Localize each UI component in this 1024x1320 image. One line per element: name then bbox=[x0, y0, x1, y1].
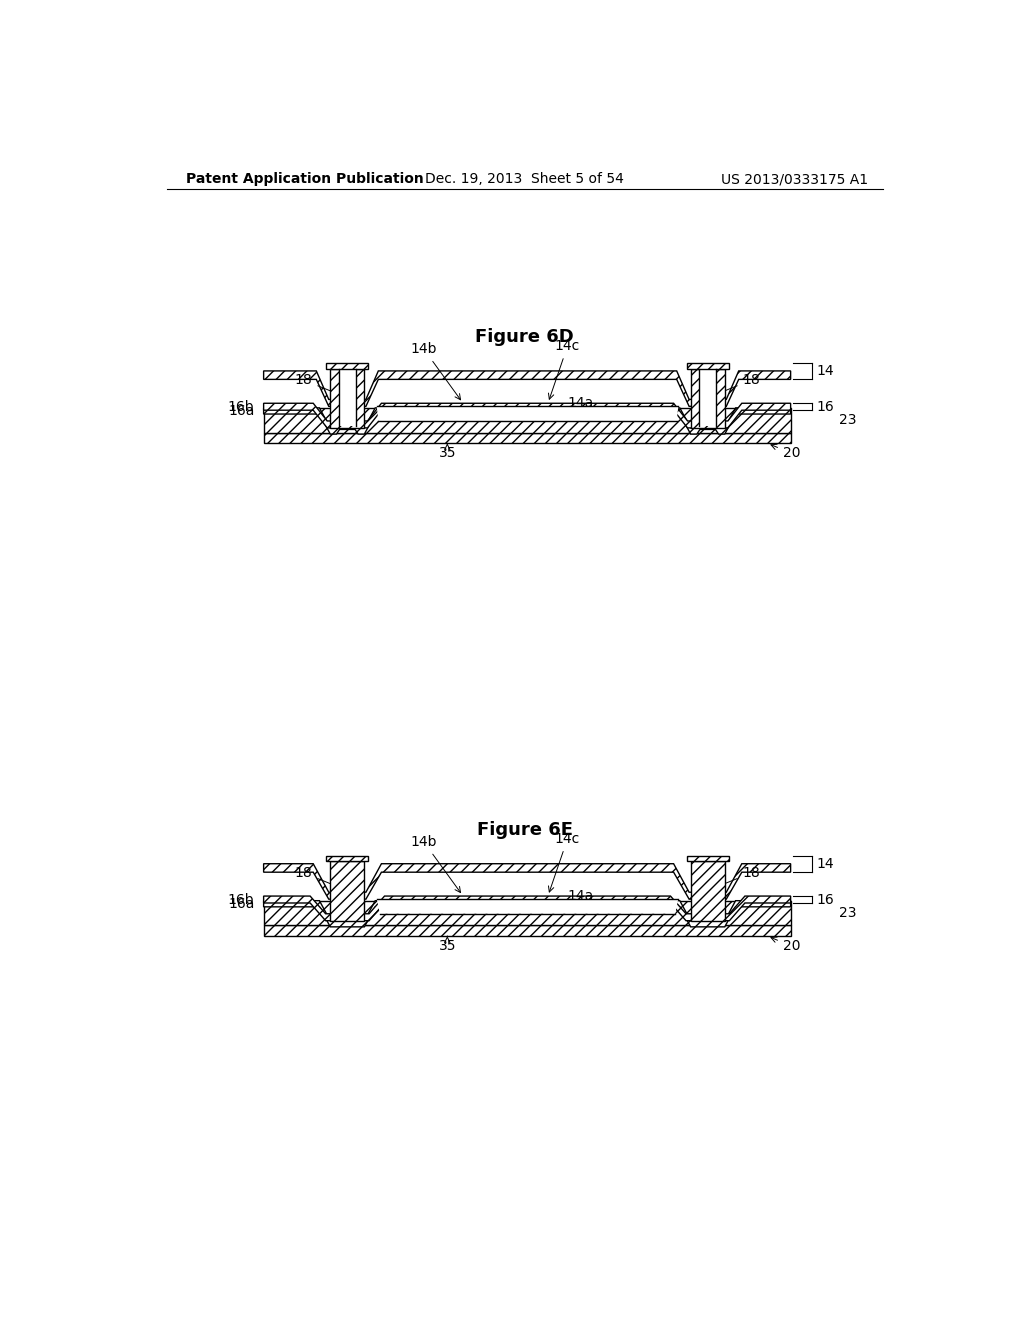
Text: 16b: 16b bbox=[227, 892, 254, 907]
Polygon shape bbox=[327, 857, 369, 862]
Polygon shape bbox=[690, 368, 725, 428]
Text: 19: 19 bbox=[485, 407, 503, 421]
Polygon shape bbox=[263, 896, 791, 921]
Polygon shape bbox=[331, 862, 365, 921]
Text: 20: 20 bbox=[771, 937, 801, 953]
Text: 14b: 14b bbox=[411, 836, 461, 892]
Text: 16b: 16b bbox=[227, 400, 254, 413]
Polygon shape bbox=[377, 407, 678, 421]
Polygon shape bbox=[699, 368, 716, 426]
Polygon shape bbox=[263, 371, 791, 407]
Text: 16a: 16a bbox=[228, 404, 254, 418]
Polygon shape bbox=[687, 857, 729, 862]
Text: 16a: 16a bbox=[228, 896, 254, 911]
Text: 23: 23 bbox=[839, 906, 856, 920]
Polygon shape bbox=[331, 368, 365, 428]
Text: Figure 6D: Figure 6D bbox=[475, 329, 574, 346]
Polygon shape bbox=[327, 363, 369, 368]
Text: 14a: 14a bbox=[567, 888, 594, 903]
Polygon shape bbox=[263, 408, 791, 434]
Text: Figure 6E: Figure 6E bbox=[477, 821, 572, 840]
Text: 20: 20 bbox=[771, 445, 801, 461]
Text: 35: 35 bbox=[438, 936, 456, 953]
Polygon shape bbox=[377, 899, 678, 913]
Text: 35: 35 bbox=[438, 444, 456, 461]
Polygon shape bbox=[263, 925, 791, 936]
Text: 14a: 14a bbox=[567, 396, 594, 411]
Polygon shape bbox=[263, 863, 791, 899]
Text: 18: 18 bbox=[713, 866, 761, 888]
Text: 14c: 14c bbox=[549, 339, 580, 399]
Polygon shape bbox=[263, 900, 791, 925]
Polygon shape bbox=[690, 862, 725, 921]
Text: 18: 18 bbox=[295, 866, 342, 888]
Text: 16: 16 bbox=[816, 892, 834, 907]
Text: 18: 18 bbox=[713, 374, 761, 396]
Polygon shape bbox=[263, 900, 791, 927]
Text: US 2013/0333175 A1: US 2013/0333175 A1 bbox=[721, 172, 868, 186]
Polygon shape bbox=[339, 368, 356, 426]
Polygon shape bbox=[263, 433, 791, 444]
Text: 19: 19 bbox=[485, 899, 503, 913]
Text: 14: 14 bbox=[816, 857, 834, 871]
Text: 14c: 14c bbox=[549, 832, 580, 892]
Text: 14: 14 bbox=[816, 364, 834, 379]
Text: 23: 23 bbox=[839, 413, 856, 428]
Text: 18: 18 bbox=[295, 374, 342, 396]
Polygon shape bbox=[263, 404, 791, 428]
Text: Dec. 19, 2013  Sheet 5 of 54: Dec. 19, 2013 Sheet 5 of 54 bbox=[425, 172, 625, 186]
Polygon shape bbox=[687, 363, 729, 368]
Text: Patent Application Publication: Patent Application Publication bbox=[186, 172, 424, 186]
Text: 16: 16 bbox=[816, 400, 834, 413]
Text: 14b: 14b bbox=[411, 342, 461, 400]
Polygon shape bbox=[263, 408, 791, 433]
